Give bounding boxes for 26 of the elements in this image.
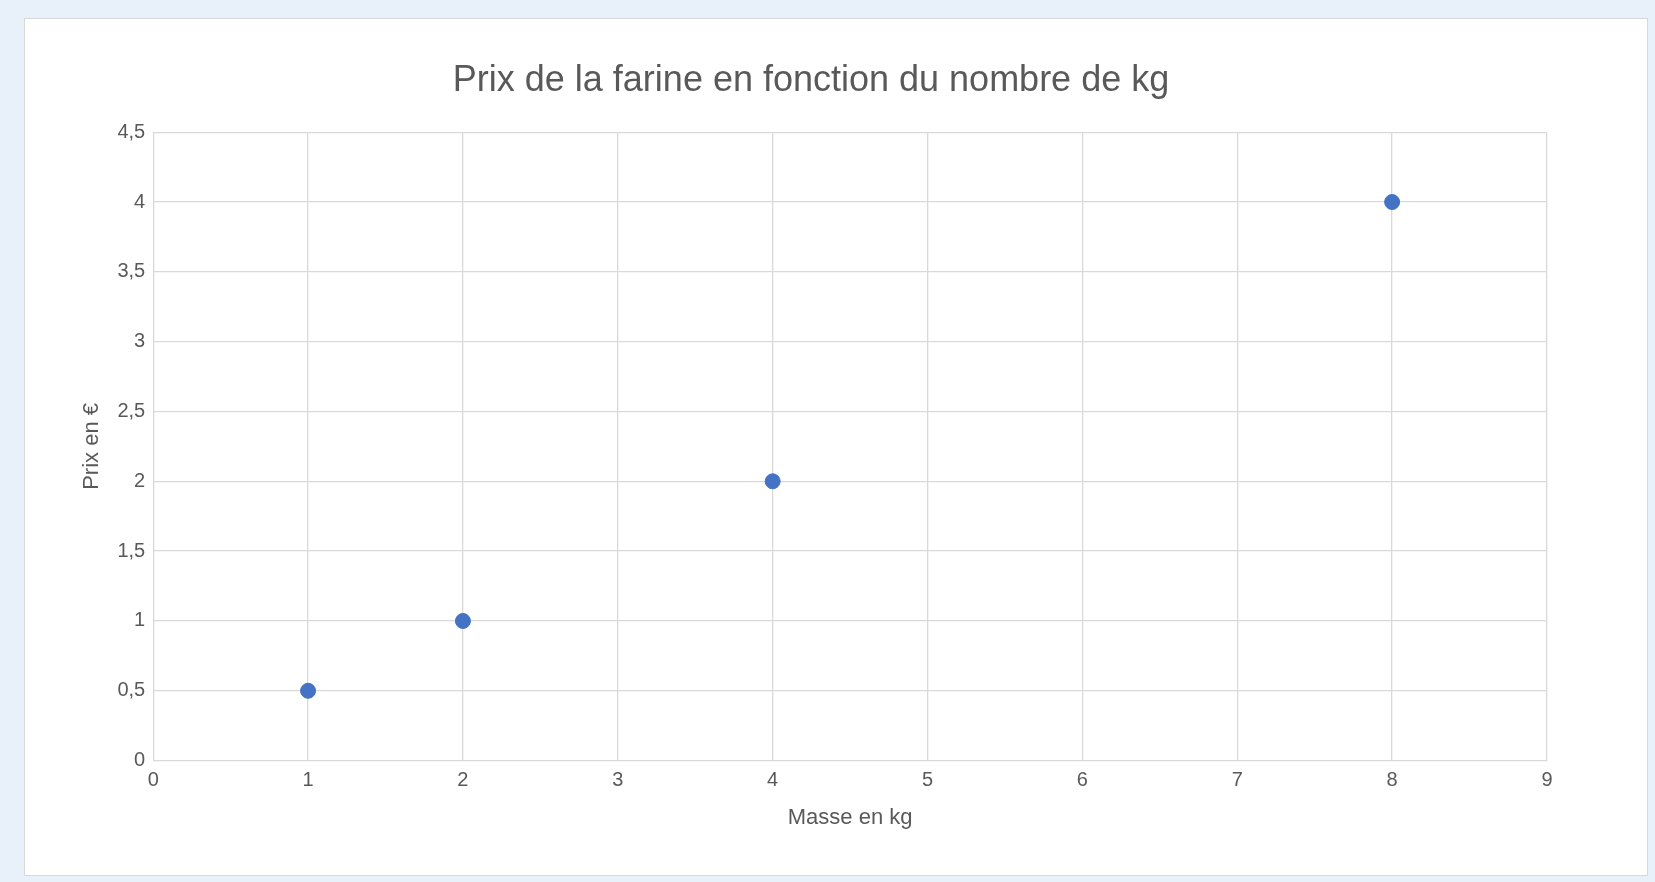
point bbox=[454, 612, 471, 629]
y-tick-label: 3,5 bbox=[117, 259, 146, 282]
y-tick-label: 0,5 bbox=[117, 678, 146, 701]
x-axis-title: Masse en kg bbox=[787, 803, 913, 829]
x-tick-label: 8 bbox=[1386, 768, 1398, 791]
x-tick-label: 2 bbox=[457, 768, 469, 791]
point bbox=[300, 682, 317, 699]
y-tick-label: 4,5 bbox=[117, 119, 146, 142]
point bbox=[1384, 194, 1401, 211]
y-tick-label: 2 bbox=[134, 468, 146, 491]
y-tick-label: 0 bbox=[134, 748, 146, 771]
y-tick-label: 3 bbox=[134, 329, 146, 352]
x-tick-label: 4 bbox=[767, 768, 779, 791]
y-tick-label: 1 bbox=[134, 608, 146, 631]
y-axis-title: Prix en € bbox=[78, 402, 104, 490]
x-tick-label: 6 bbox=[1076, 768, 1088, 791]
y-tick-label: 2,5 bbox=[117, 399, 146, 421]
point bbox=[764, 473, 781, 490]
y-tick-label: 1,5 bbox=[117, 538, 146, 561]
y-tick-label: 4 bbox=[134, 189, 146, 212]
x-tick-label: 1 bbox=[302, 768, 314, 791]
x-tick-label: 3 bbox=[612, 768, 624, 791]
x-tick-label: 5 bbox=[921, 768, 934, 791]
x-tick-label: 7 bbox=[1231, 768, 1243, 791]
x-tick-label: 9 bbox=[1541, 768, 1553, 791]
chart-title: Prix de la farine en fonction du nombre de kg bbox=[452, 57, 1170, 99]
